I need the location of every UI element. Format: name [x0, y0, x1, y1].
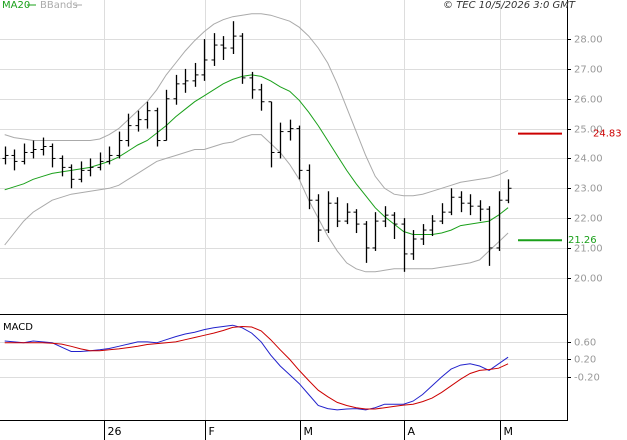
legend-ma20: MA20 [2, 0, 30, 11]
price-tag-label: 24.83 [593, 129, 622, 140]
x-tick-label: M [304, 425, 314, 438]
ma20-line [4, 74, 509, 235]
bband-lower [4, 134, 509, 273]
y-tick-label: 26.00 [574, 95, 603, 106]
y-tick-label: 25.00 [574, 125, 603, 136]
y-tick-label: 0.20 [574, 355, 596, 366]
y-tick-label: 22.00 [574, 214, 603, 225]
y-tick-label: 28.00 [574, 35, 603, 46]
copyright: © TEC 10/5/2026 3:0 GMT [443, 0, 576, 11]
grid [0, 0, 571, 440]
y-tick-label: 20.00 [574, 274, 603, 285]
y-tick-label: 0.60 [574, 338, 596, 349]
macd-line [4, 325, 509, 410]
plot [2, 13, 562, 411]
y-tick-label: 21.00 [574, 244, 603, 255]
price-tag-label: 21.26 [568, 235, 597, 246]
y-tick-label: 23.00 [574, 184, 603, 195]
y-tick-label: 27.00 [574, 65, 603, 76]
macd-title: MACD [3, 322, 33, 333]
bband-upper [4, 13, 509, 197]
y-tick-label: 24.00 [574, 154, 603, 165]
x-tick-label: F [209, 425, 215, 438]
legend-bbands: BBands [40, 0, 78, 11]
x-tick-label: M [504, 425, 514, 438]
x-tick-label: 26 [108, 425, 122, 438]
y-tick-label: -0.20 [574, 373, 600, 384]
x-tick-label: A [408, 425, 416, 438]
